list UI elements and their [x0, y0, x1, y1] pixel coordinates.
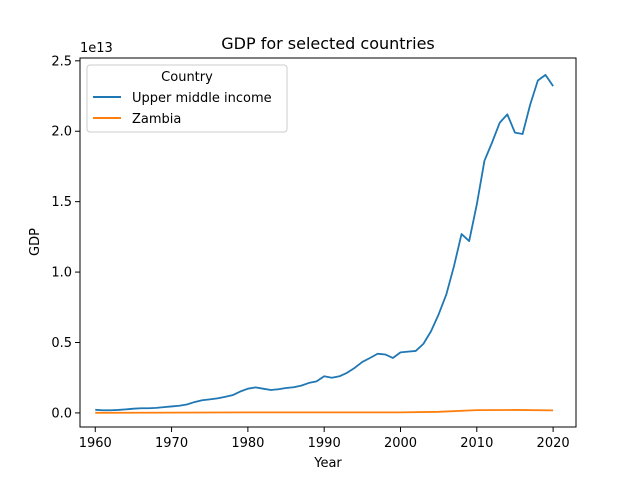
chart-title: GDP for selected countries	[221, 34, 435, 53]
y-offset-label: 1e13	[80, 41, 113, 56]
legend-label-zambia: Zambia	[132, 112, 181, 127]
x-tick-label: 2000	[384, 436, 417, 451]
legend-box	[86, 64, 288, 133]
y-tick-label: 2.5	[51, 54, 72, 69]
x-tick-label: 1980	[231, 436, 264, 451]
y-axis-label: GDP	[28, 228, 43, 256]
y-ticks: 0.0 0.5 1.0 1.5 2.0 2.5	[51, 54, 80, 421]
series-line-upper-middle-income	[95, 74, 554, 412]
axes-frame	[79, 57, 577, 428]
x-tick-label: 2020	[537, 436, 570, 451]
x-tick-label: 1960	[79, 436, 112, 451]
legend-label-upper-middle-income: Upper middle income	[132, 91, 272, 106]
x-tick-label: 1990	[308, 436, 341, 451]
x-tick-label: 2010	[460, 436, 493, 451]
legend-title: Country	[161, 70, 213, 85]
series-layer	[95, 74, 554, 414]
plot-area	[79, 57, 577, 428]
y-tick-label: 0.5	[51, 336, 72, 351]
x-ticks: 1960 1970 1980 1990 2000 2010 2020	[79, 427, 570, 451]
y-tick-label: 0.0	[51, 406, 72, 421]
legend: Country Upper middle income Zambia	[86, 64, 288, 133]
y-tick-label: 1.5	[51, 195, 72, 210]
series-line-zambia	[95, 409, 554, 414]
y-tick-label: 1.0	[51, 266, 72, 281]
y-tick-label: 2.0	[51, 125, 72, 140]
x-axis-label: Year	[313, 456, 342, 471]
x-tick-label: 1970	[155, 436, 188, 451]
